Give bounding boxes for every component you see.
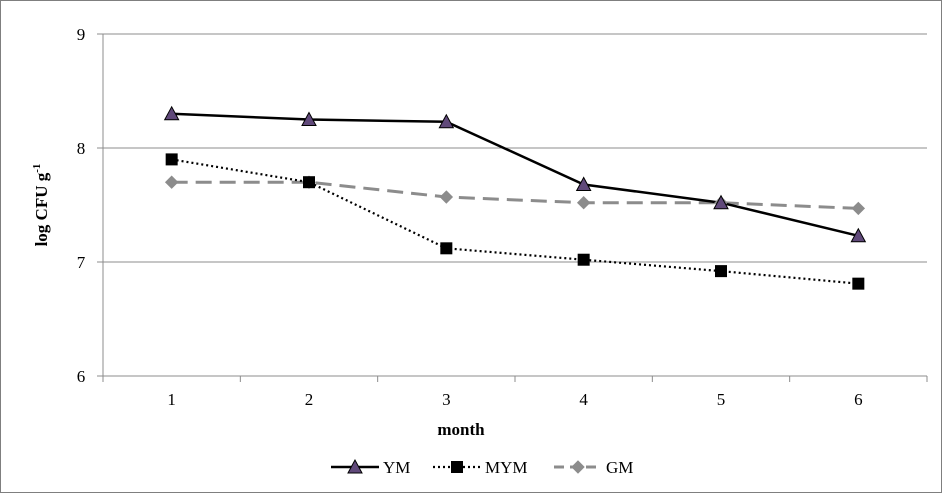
series-line-ym xyxy=(171,112,859,237)
x-tick-label: 4 xyxy=(579,390,588,409)
legend-item-gm: GM xyxy=(554,458,633,477)
legend-label-mym: MYM xyxy=(485,458,528,477)
x-tick-label: 2 xyxy=(305,390,314,409)
data-point-gm-3 xyxy=(439,190,454,204)
legend-label-gm: GM xyxy=(606,458,633,477)
x-tick-label: 5 xyxy=(717,390,726,409)
x-tick-label: 6 xyxy=(854,390,863,409)
legend-marker-gm xyxy=(571,460,585,474)
legend: YM MYM GM xyxy=(331,458,633,477)
y-axis-title-main: log CFU g xyxy=(32,172,51,246)
legend-label-ym: YM xyxy=(383,458,410,477)
y-tick-label: 7 xyxy=(77,253,86,272)
data-point-mym-3 xyxy=(440,242,453,255)
y-tick-label: 8 xyxy=(77,139,86,158)
data-point-ym-1 xyxy=(163,105,180,121)
axis-layer: 6 7 8 9 1 2 3 4 5 6 xyxy=(77,25,928,409)
y-tick-label: 6 xyxy=(77,367,86,386)
y-axis-title-superscript: -1 xyxy=(31,164,43,173)
legend-item-ym: YM xyxy=(331,458,410,477)
legend-item-mym: MYM xyxy=(433,458,528,477)
data-point-mym-5 xyxy=(715,265,727,278)
data-point-ym-2 xyxy=(301,111,317,126)
data-point-ym-4 xyxy=(575,176,592,191)
data-point-mym-1 xyxy=(165,153,178,166)
series-line-mym xyxy=(171,158,859,285)
legend-marker-mym xyxy=(451,461,463,473)
x-tick-label: 3 xyxy=(442,390,451,409)
data-point-mym-6 xyxy=(852,277,865,290)
y-tick-label: 9 xyxy=(77,25,86,44)
data-point-ym-3 xyxy=(438,113,455,129)
series-line-gm xyxy=(171,180,859,210)
data-point-mym-2 xyxy=(303,176,315,189)
data-point-gm-1 xyxy=(164,175,179,189)
x-axis-title: month xyxy=(437,420,485,439)
series-layer xyxy=(163,105,867,290)
x-tick-label: 1 xyxy=(167,390,176,409)
data-point-gm-4 xyxy=(576,196,591,210)
data-point-ym-5 xyxy=(713,194,729,210)
y-axis-title: log CFU g-1 xyxy=(31,164,51,247)
data-point-mym-4 xyxy=(577,253,590,266)
data-point-ym-6 xyxy=(850,227,867,243)
legend-marker-ym xyxy=(347,458,363,474)
data-point-gm-6 xyxy=(851,201,866,216)
